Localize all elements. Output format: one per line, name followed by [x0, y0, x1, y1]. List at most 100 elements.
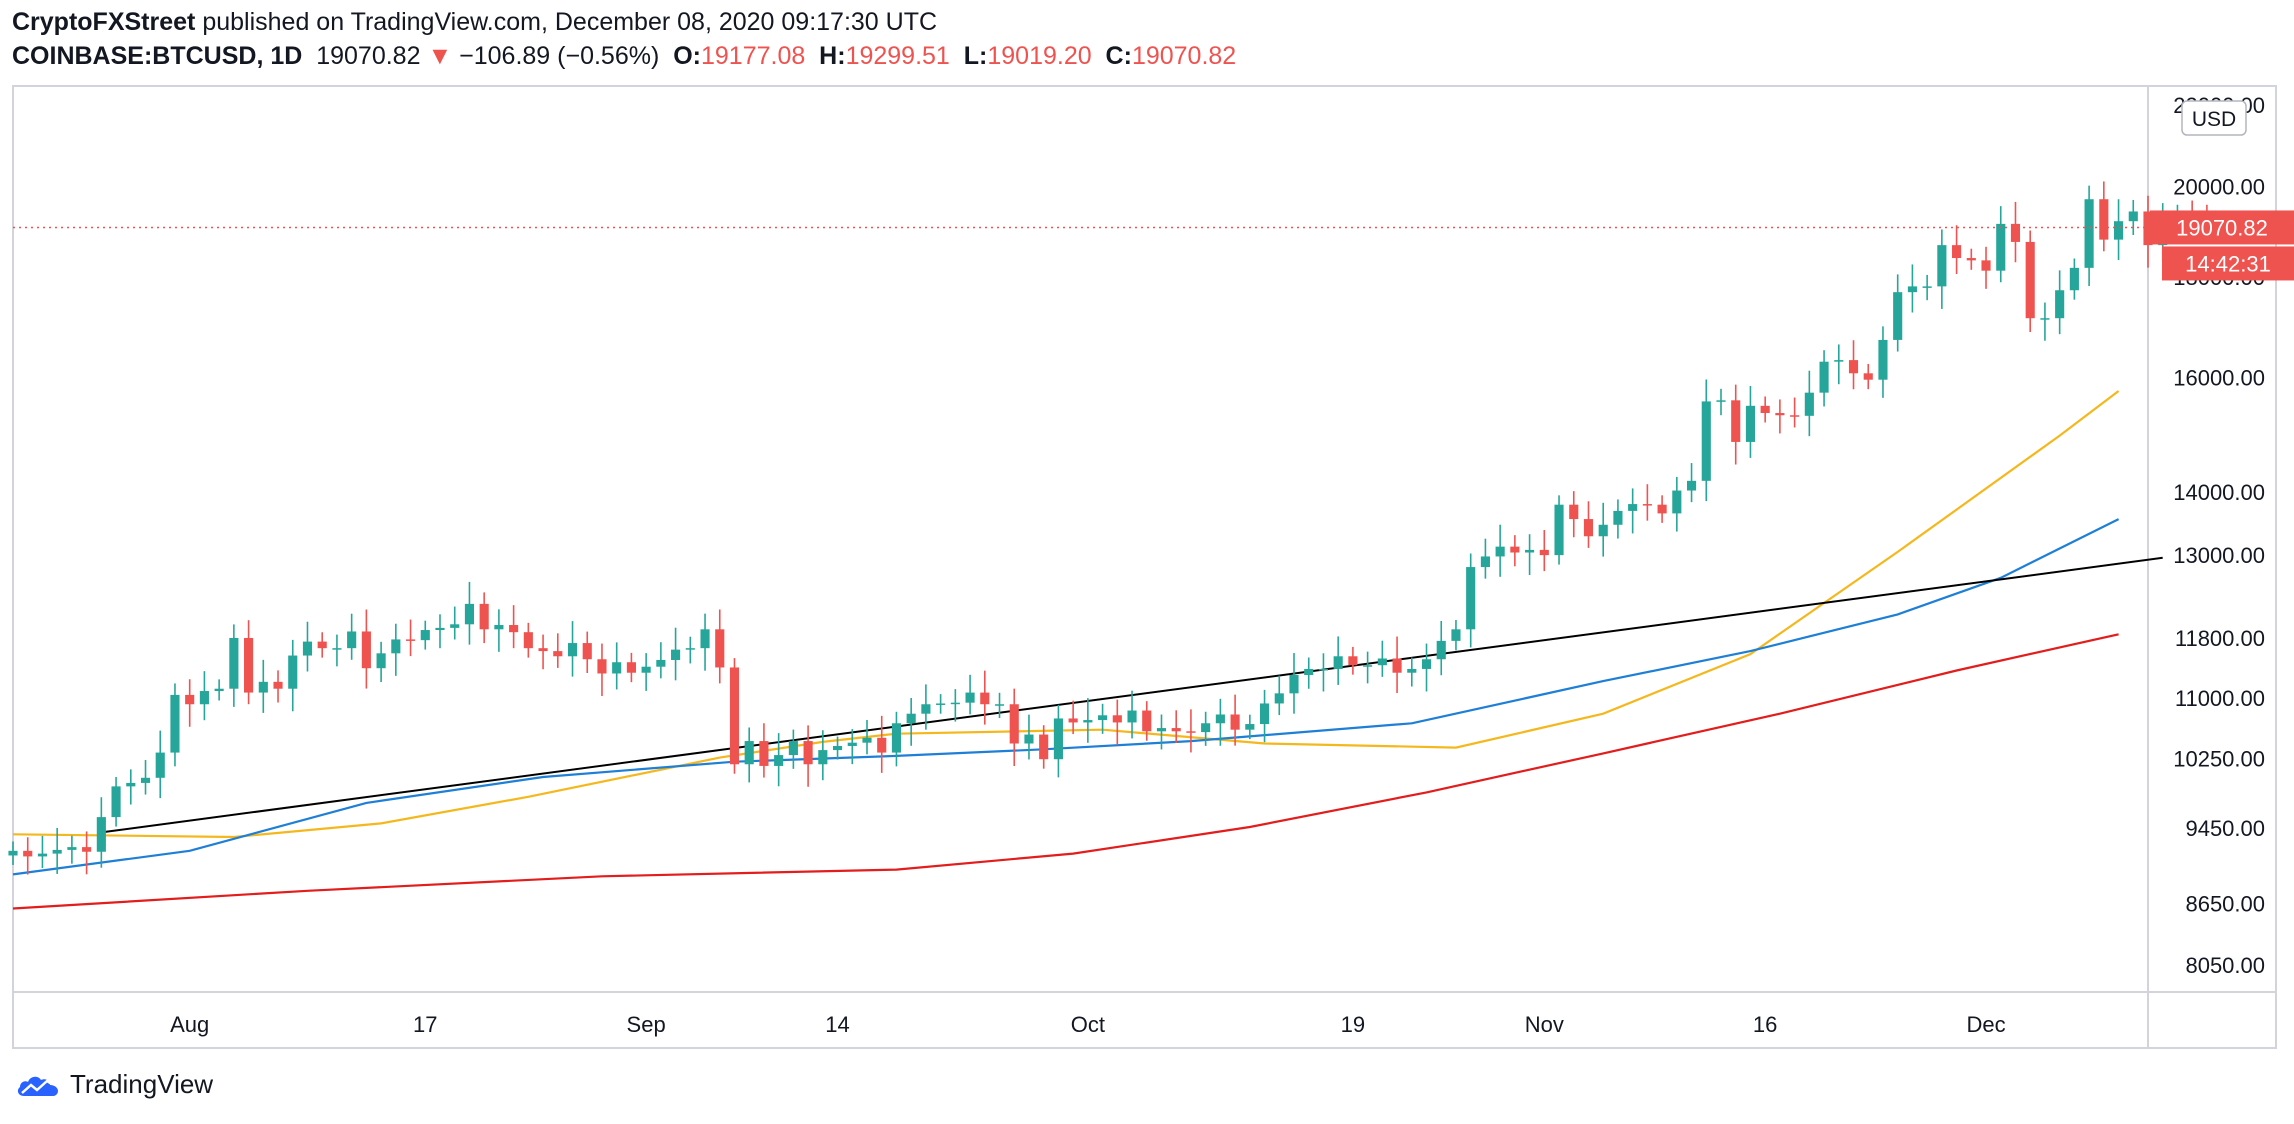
candle-body — [464, 603, 475, 625]
candle — [715, 609, 725, 684]
time-axis[interactable]: Aug 17 Sep 14 Oct 19 Nov 16 Dec — [170, 1012, 2005, 1037]
candle — [1171, 710, 1181, 743]
candle — [8, 841, 18, 865]
candle-body — [1392, 658, 1402, 673]
author-name[interactable]: CryptoFXStreet — [12, 8, 196, 36]
candle-body — [921, 704, 931, 714]
candle — [1966, 248, 1976, 270]
candle-body — [376, 653, 386, 669]
candle-body — [1259, 703, 1270, 725]
candlesticks — [8, 181, 2212, 875]
candle-body — [729, 667, 740, 765]
candle — [244, 620, 254, 705]
candle-body — [435, 627, 445, 631]
candle — [1230, 694, 1240, 746]
candle-body — [1745, 405, 1756, 442]
candle — [641, 653, 651, 691]
currency-badge[interactable]: USD — [2181, 100, 2247, 136]
candle-body — [626, 662, 636, 673]
candle-body — [1804, 392, 1814, 416]
candle-body — [2010, 223, 2021, 242]
candle-body — [82, 847, 92, 852]
candle — [1009, 688, 1019, 767]
candle-body — [2055, 290, 2065, 319]
candle-body — [1937, 245, 1947, 287]
candle-body — [1201, 723, 1211, 733]
candle-body — [1318, 668, 1329, 671]
candle — [1186, 709, 1196, 753]
candle — [1304, 657, 1314, 689]
candle-body — [23, 850, 33, 857]
candle — [553, 633, 563, 668]
candle — [538, 634, 548, 670]
time-tick-label: Nov — [1525, 1012, 1564, 1037]
candle-body — [302, 641, 313, 656]
time-tick-label: Aug — [170, 1012, 209, 1037]
candle — [1245, 714, 1255, 740]
candle-body — [862, 737, 872, 743]
tradingview-logo[interactable]: TradingView — [14, 1068, 213, 1100]
candle — [803, 725, 813, 787]
candle — [1952, 225, 1962, 275]
candle-body — [950, 702, 960, 705]
price-axis[interactable]: 22000.0020000.0018000.0016000.0014000.00… — [2173, 93, 2265, 978]
candle — [185, 679, 195, 727]
price-tick-label: 10250.00 — [2173, 746, 2265, 771]
candle-body — [832, 745, 843, 751]
ohlc-legend: COINBASE:BTCUSD, 1D 19070.82 ▼ −106.89 (… — [12, 42, 1236, 71]
candle — [1598, 502, 1608, 557]
candle-body — [1686, 480, 1697, 491]
candle — [774, 733, 784, 787]
candle — [862, 720, 872, 755]
candle — [82, 831, 92, 875]
candle-body — [1363, 665, 1373, 667]
candle — [1834, 344, 1844, 385]
candle — [847, 729, 857, 765]
candle-body — [1407, 668, 1417, 673]
candle — [52, 827, 62, 874]
candle — [111, 777, 121, 827]
candle — [1583, 501, 1594, 548]
candle-body — [1156, 728, 1167, 732]
price-change: −106.89 (−0.56%) — [459, 42, 660, 70]
candle — [1819, 350, 1829, 407]
candle — [140, 760, 151, 795]
candle-body — [553, 651, 563, 657]
candle-body — [1510, 546, 1520, 553]
candle — [1569, 491, 1579, 538]
candle — [1274, 675, 1284, 716]
price-tick-label: 9450.00 — [2185, 816, 2265, 841]
candle-body — [1525, 549, 1535, 553]
candle — [1878, 326, 1888, 398]
candle-body — [1819, 361, 1829, 393]
candle — [921, 684, 931, 730]
candle-body — [1480, 556, 1490, 568]
candle — [1407, 657, 1417, 687]
candle — [67, 835, 77, 864]
candle — [1628, 488, 1638, 534]
candle — [1907, 264, 1917, 313]
symbol-interval[interactable]: COINBASE:BTCUSD, 1D — [12, 42, 303, 70]
candle-body — [1628, 504, 1638, 511]
candle-body — [1922, 286, 1932, 288]
candle-body — [1672, 490, 1682, 514]
candle — [1893, 274, 1903, 352]
candle-body — [936, 703, 946, 705]
candle — [1760, 396, 1770, 423]
candle-body — [1775, 413, 1785, 416]
close-label: C: — [1105, 42, 1132, 70]
candle — [1451, 619, 1461, 651]
price-tick-label: 8650.00 — [2185, 892, 2265, 917]
candle — [37, 835, 48, 869]
candle-body — [317, 641, 327, 649]
candle-body — [1083, 720, 1093, 723]
candle-body — [1068, 718, 1078, 723]
candle-body — [1304, 668, 1314, 675]
candle-body — [1024, 734, 1034, 744]
candle-body — [1333, 656, 1343, 669]
tradingview-cloud-icon — [17, 1076, 59, 1096]
candle — [1318, 653, 1329, 692]
candle — [700, 613, 710, 671]
candle — [1510, 535, 1520, 567]
